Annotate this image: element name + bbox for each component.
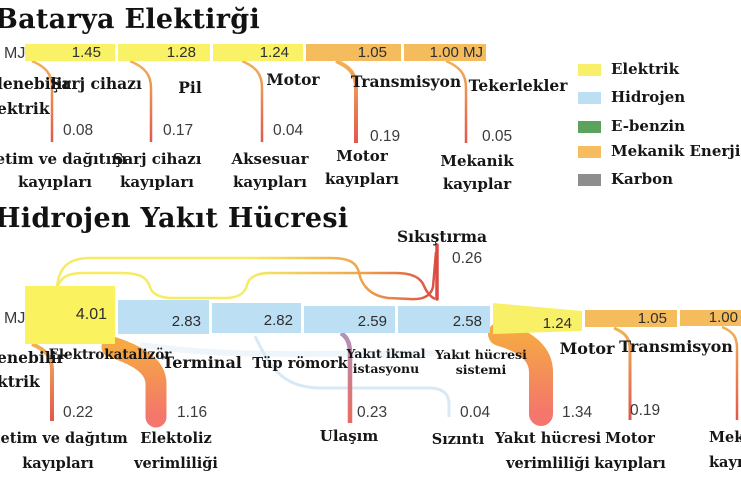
legend-label: Elektrik [611, 60, 679, 78]
loss-label-aksesuar: Aksesuar kayıpları [231, 150, 309, 191]
flow-segment-final: 1.00 [680, 310, 741, 326]
loss-flow-path [129, 59, 153, 142]
node-label-transmisyon: Transmisyon [350, 72, 462, 91]
flow-segment-yakit-ikmal: 2.59 [304, 306, 395, 333]
loss-value: 1.16 [177, 404, 208, 421]
faint-flow-path [139, 342, 441, 358]
flow-segment-yakit-hucresi: 2.58 [398, 306, 490, 333]
flow-segment-pil: 1.28 [118, 44, 210, 61]
loss-flow-path [721, 325, 739, 420]
flow-segment-transmisyon2: 1.05 [585, 310, 677, 327]
loss-label-elektoliz: Elektoliz verimliliği [134, 430, 218, 472]
legend-swatch-karbon [578, 174, 601, 186]
loss-label-mekanik2: Meka kayıp [709, 429, 741, 471]
legend-swatch-ebenzin [578, 121, 601, 133]
flow-segment-transmisyon: 1.05 [306, 44, 401, 61]
loss-label-motor2: Motor kayıpları [594, 430, 666, 472]
node-label-source2: enebilir ktrik [0, 348, 65, 391]
loss-value: 0.22 [63, 404, 94, 421]
loss-value: 0.19 [370, 128, 401, 145]
loss-label-iletim: İletim ve dağıtım kayıpları [0, 150, 128, 191]
loss-label-motor: Motor kayıpları [324, 147, 400, 188]
node-label-sarj: Şarj cihazı [50, 74, 142, 93]
flow-segment-terminal: 2.83 [118, 300, 209, 334]
loss-flow-path [241, 59, 264, 142]
loss-flow-path [335, 59, 358, 143]
bypass-flow-path [54, 271, 436, 301]
compression-value: 0.26 [452, 250, 483, 267]
legend-swatch-hidrojen [578, 92, 601, 104]
loss-label-yakit-hucresi-verim: Yakıt hücresi verimliliği [494, 430, 602, 472]
loss-flow-path [445, 59, 468, 143]
flow-segment-tup-romork: 2.82 [212, 303, 301, 333]
flow-segment-tekerlekler: 1.00 MJ [404, 44, 486, 61]
node-label-pil: Pil [178, 78, 202, 97]
loss-flow-path [613, 326, 632, 420]
node-label-motor2: Motor [559, 339, 615, 358]
loss-label-sarj: Şarj cihazı kayıpları [112, 150, 202, 191]
legend-label: Karbon [611, 170, 674, 188]
loss-label-sizinti: Sızıntı [431, 431, 485, 448]
loss-value: 0.04 [273, 122, 304, 139]
legend-swatch-mekanik [578, 146, 601, 158]
node-label-motor: Motor [266, 70, 320, 89]
flow-segment-sarj: 1.45 [25, 44, 115, 61]
node-label-terminal: Terminal [162, 353, 242, 372]
loss-value: 1.34 [562, 404, 593, 421]
legend-label: E-benzin [611, 117, 685, 135]
node-label-tup-romork: Tüp römork [252, 355, 348, 372]
battery-title: Batarya Elektirği [0, 4, 261, 35]
loss-value: 0.23 [357, 404, 388, 421]
hydrogen-title: Hidrojen Yakıt Hücresi [0, 203, 349, 234]
loss-label-ulasim: Ulaşım [319, 427, 379, 445]
battery-unit-label: MJ [4, 45, 26, 62]
node-label-yakit-hucresi-sistemi: Yakıt hücresi sistemi [435, 347, 527, 377]
legend-label: Mekanik Enerji [611, 142, 741, 160]
compression-label: Sıkıştırma [396, 227, 488, 246]
hydrogen-unit-label: MJ [4, 310, 26, 327]
node-label-elektrokatalizor: Elektrokatalizör [48, 347, 172, 363]
node-label-tekerlekler: Tekerlekler [468, 76, 568, 95]
electrolysis-loss-path [101, 336, 167, 428]
legend-swatch-elektrik [578, 64, 601, 76]
loss-label-mekanik: Mekanik kayıplar [440, 152, 514, 193]
flow-segment-motor: 1.24 [213, 44, 303, 61]
node-label-transmisyon2: Transmisyon [619, 337, 733, 356]
node-label-source: lenebilir ektrik [0, 74, 71, 118]
loss-value: 0.19 [630, 402, 661, 419]
loss-value: 0.17 [163, 122, 194, 139]
legend-label: Hidrojen [611, 88, 686, 106]
loss-value: 0.05 [482, 128, 513, 145]
loss-label-iletim2: İletim ve dağıtım kayıpları [0, 430, 128, 472]
loss-flow-path [31, 342, 54, 421]
loss-flow-path [31, 59, 54, 142]
node-label-yakit-ikmal: Yakıt ikmal istasyonu [346, 346, 426, 376]
loss-value: 0.04 [460, 404, 491, 421]
loss-flow-path [339, 331, 353, 423]
leak-flow-path [253, 335, 451, 417]
flow-segment-elektrokatalizor: 4.01 [25, 286, 115, 344]
fuelcell-loss-path [488, 322, 553, 426]
loss-value: 0.08 [63, 122, 94, 139]
